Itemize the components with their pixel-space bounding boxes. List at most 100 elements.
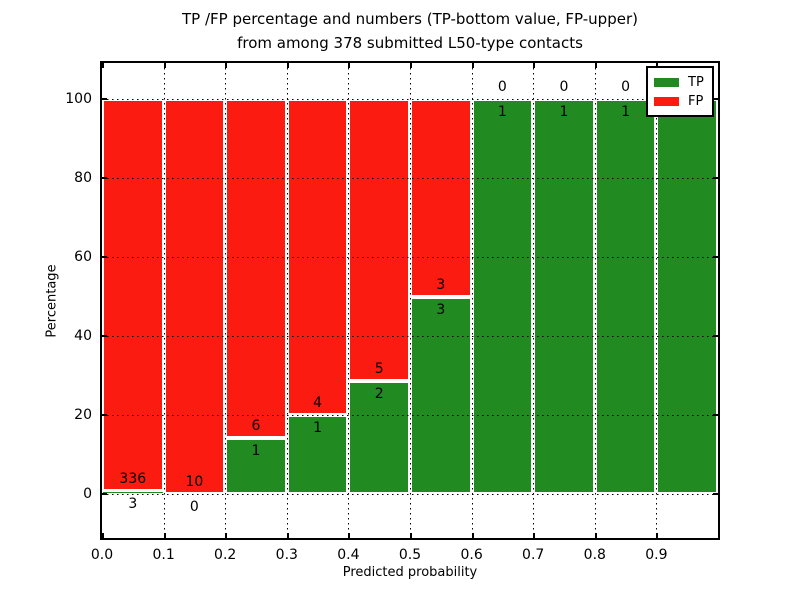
legend: TP FP <box>646 66 714 117</box>
bar-segment-fp-4 <box>348 98 410 382</box>
fp-swatch-icon <box>654 97 679 106</box>
gridline-y-60 <box>102 256 718 258</box>
gridline-y-20 <box>102 415 718 417</box>
chart-title: TP /FP percentage and numbers (TP-bottom… <box>100 7 720 55</box>
gridline-x-0.4 <box>348 63 350 538</box>
x-tick-mark <box>410 533 412 538</box>
bar-segment-tp-4 <box>348 381 410 495</box>
bar-label-fp-5: 3 <box>436 276 446 293</box>
gridline-x-0.6 <box>471 63 473 538</box>
bar-label-tp-6: 1 <box>497 103 507 120</box>
y-tick-mark <box>102 493 107 496</box>
x-tick-mark-top <box>410 63 412 68</box>
tp-swatch-icon <box>654 78 679 87</box>
bar-segment-tp-5 <box>410 296 472 495</box>
x-tick-label-0.3: 0.3 <box>275 547 298 563</box>
x-tick-mark-top <box>348 63 351 68</box>
y-tick-mark-right <box>713 255 718 258</box>
bar-segment-fp-2 <box>225 98 287 438</box>
y-tick-mark-right <box>713 97 718 100</box>
y-tick-label-60: 60 <box>74 248 92 265</box>
bar-label-fp-3: 4 <box>313 395 323 412</box>
x-tick-mark <box>471 533 474 538</box>
y-tick-label-0: 0 <box>83 486 92 503</box>
x-tick-mark-top <box>163 63 166 68</box>
legend-item-tp: TP <box>654 73 706 92</box>
bar-label-tp-2: 1 <box>251 442 261 459</box>
y-tick-label-20: 20 <box>74 407 92 424</box>
x-tick-mark <box>533 533 536 538</box>
bar-segment-fp-5 <box>410 98 472 297</box>
y-tick-mark-right <box>713 176 718 179</box>
x-tick-mark-top <box>471 63 474 68</box>
bar-label-tp-7: 1 <box>559 103 569 120</box>
x-tick-label-0.2: 0.2 <box>214 547 237 563</box>
bar-label-fp-0: 336 <box>119 470 147 487</box>
gridline-x-0.3 <box>286 63 288 538</box>
bar-label-tp-0: 3 <box>128 495 138 512</box>
bar-label-tp-3: 1 <box>313 420 323 437</box>
y-tick-mark <box>102 335 107 338</box>
bar-label-tp-4: 2 <box>374 386 384 403</box>
legend-item-fp: FP <box>654 92 706 111</box>
legend-label-fp: FP <box>688 94 704 109</box>
y-tick-label-40: 40 <box>74 328 92 345</box>
y-tick-label-80: 80 <box>74 169 92 186</box>
x-tick-mark <box>225 533 228 538</box>
x-tick-mark <box>163 533 166 538</box>
gridline-y-0 <box>102 494 718 496</box>
x-tick-mark-top <box>533 63 536 68</box>
bar-segment-tp-6 <box>471 98 534 495</box>
bar-segment-tp-8 <box>594 98 657 495</box>
bar-label-fp-8: 0 <box>621 78 631 95</box>
y-tick-mark-right <box>713 493 718 496</box>
gridline-x-0.8 <box>594 63 596 538</box>
gridline-y-40 <box>102 336 718 338</box>
bar-label-tp-1: 0 <box>189 499 199 516</box>
bar-segment-fp-1 <box>163 98 226 495</box>
x-tick-label-0.8: 0.8 <box>583 547 606 563</box>
y-tick-mark <box>102 97 107 100</box>
bar-segment-fp-0 <box>102 98 164 491</box>
bar-segment-tp-9 <box>656 98 718 495</box>
chart-title-line2: from among 378 submitted L50-type contac… <box>237 34 583 52</box>
y-tick-label-100: 100 <box>65 90 92 107</box>
legend-label-tp: TP <box>688 75 704 90</box>
bar-segment-tp-0 <box>102 490 164 495</box>
x-tick-label-0.5: 0.5 <box>398 547 422 563</box>
y-tick-mark-right <box>713 335 718 338</box>
x-tick-mark <box>348 533 351 538</box>
gridline-x-0.2 <box>225 63 227 538</box>
gridline-x-0.1 <box>163 63 165 538</box>
bar-label-fp-1: 10 <box>185 474 204 491</box>
x-tick-label-0.4: 0.4 <box>337 547 360 563</box>
x-tick-mark <box>286 533 289 538</box>
gridline-y-100 <box>102 98 718 100</box>
bar-segment-tp-7 <box>533 98 595 495</box>
y-tick-mark <box>102 176 107 179</box>
x-tick-mark <box>656 533 659 538</box>
y-tick-mark-right <box>713 414 718 417</box>
x-tick-mark-top <box>594 63 597 68</box>
gridline-y-80 <box>102 177 718 179</box>
x-tick-label-0.6: 0.6 <box>460 547 483 563</box>
x-tick-label-0.9: 0.9 <box>645 547 668 563</box>
x-tick-mark-top <box>656 63 659 68</box>
plot-area: 33631006141523301010101 <box>100 61 720 540</box>
x-tick-mark <box>594 533 597 538</box>
x-tick-mark-top <box>225 63 228 68</box>
x-axis-label: Predicted probability <box>342 565 478 580</box>
gridline-x-0.5 <box>410 63 411 538</box>
x-tick-mark-top <box>102 63 104 68</box>
bar-label-tp-8: 1 <box>621 103 631 120</box>
x-tick-mark <box>102 533 104 538</box>
chart-title-line1: TP /FP percentage and numbers (TP-bottom… <box>182 10 638 28</box>
x-tick-label-0.7: 0.7 <box>522 547 545 563</box>
bar-segment-tp-2 <box>225 437 287 495</box>
bar-label-fp-7: 0 <box>559 78 569 95</box>
x-tick-label-0.0: 0.0 <box>90 547 114 563</box>
x-tick-label-0.1: 0.1 <box>152 547 175 563</box>
bar-label-tp-5: 3 <box>436 301 446 318</box>
y-tick-mark <box>102 414 107 417</box>
